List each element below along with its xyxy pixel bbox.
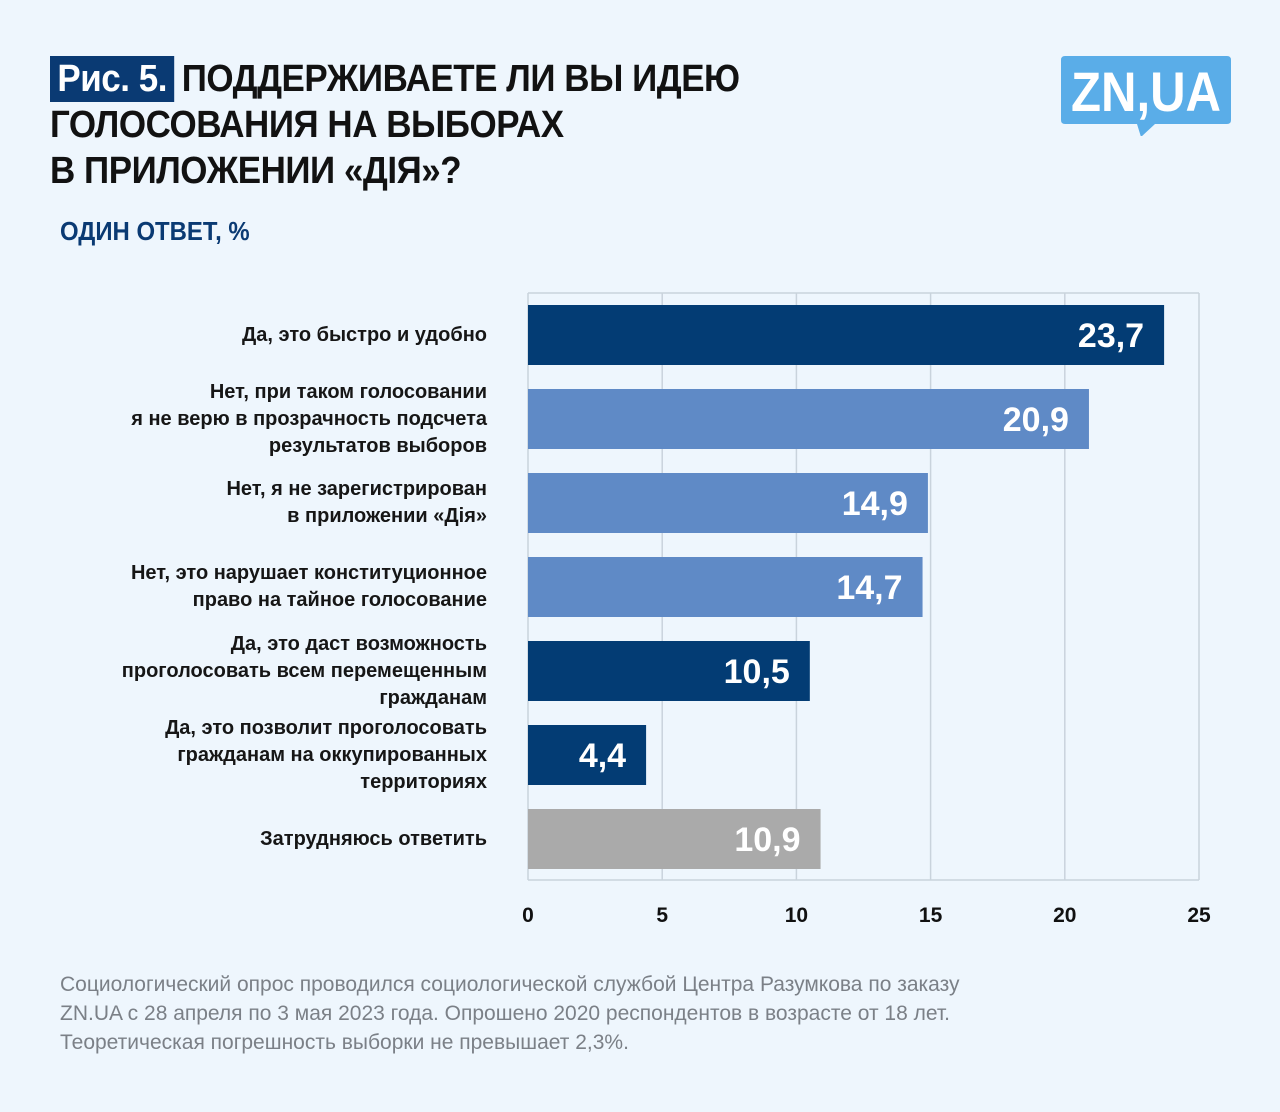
chart-subtitle: ОДИН ОТВЕТ, % — [60, 216, 250, 246]
title-line-2: ГОЛОСОВАНИЯ НА ВЫБОРАХ — [50, 104, 564, 146]
bar-chart: 23,7 20,9 14,9 14,7 10,5 4,4 10,9 0 5 10 15 20 25 — [522, 292, 1211, 927]
footer-line-1: Социологический опрос проводился социоло… — [60, 973, 960, 996]
bar-value-label: 4,4 — [579, 737, 626, 775]
category-label-line: гражданам на оккупированных — [177, 743, 487, 766]
bar — [528, 641, 810, 701]
category-label-line: Нет, я не зарегистрирован — [226, 478, 487, 500]
category-label-line: право на тайное голосование — [192, 589, 487, 611]
x-tick-label: 15 — [919, 904, 943, 927]
bars: 23,7 20,9 14,9 14,7 10,5 4,4 10,9 — [528, 305, 1165, 869]
bar — [528, 473, 928, 533]
category-label-line: Нет, при таком голосовании — [209, 380, 487, 403]
category-label: Нет, я не зарегистрирован в приложении «Д… — [27, 461, 487, 545]
category-label-line: Да, это позволит проголосовать — [165, 716, 487, 739]
title-text-1: ПОДДЕРЖИВАЕТЕ ЛИ ВЫ ИДЕЮ — [181, 58, 740, 100]
bar — [528, 809, 821, 869]
category-label: Нет, при таком голосовании я не верю в пр… — [27, 377, 487, 461]
bar-value-label: 10,9 — [734, 821, 800, 859]
footer-line-3: Теоретическая погрешность выборки не пре… — [60, 1031, 629, 1054]
x-tick-label: 25 — [1187, 904, 1211, 927]
x-tick-label: 20 — [1053, 904, 1076, 927]
category-label-line: Нет, это нарушает конституционное — [130, 562, 487, 584]
logo-text: ZN,UA — [1071, 60, 1221, 123]
category-label: Да, это даст возможность проголосовать вс… — [27, 629, 487, 713]
category-label: Затрудняюсь ответить — [27, 797, 487, 881]
x-axis-ticks: 0 5 10 15 20 25 — [522, 904, 1211, 927]
category-label: Нет, это нарушает конституционное право н… — [27, 545, 487, 629]
bar-value-label: 20,9 — [1003, 401, 1069, 439]
category-label-line: я не верю в прозрачность подсчета — [131, 407, 487, 430]
footer-note: Социологический опрос проводился социоло… — [60, 970, 1200, 1057]
footer-line-2: ZN.UA с 28 апреля по 3 мая 2023 года. Оп… — [60, 1002, 950, 1025]
category-label-line: Затрудняюсь ответить — [260, 827, 487, 850]
title-line-1: Рис. 5. ПОДДЕРЖИВАЕТЕ ЛИ ВЫ ИДЕЮ — [50, 56, 878, 102]
category-label-line: в приложении «Дія» — [287, 505, 487, 527]
title-line-3: В ПРИЛОЖЕНИИ «ДІЯ»? — [50, 150, 462, 192]
bar — [528, 389, 1089, 449]
x-tick-label: 0 — [522, 904, 534, 927]
bar-value-label: 14,9 — [842, 485, 908, 523]
bar — [528, 725, 647, 785]
zn-ua-logo: ZN,UA — [1061, 56, 1231, 136]
category-label-line: результатов выборов — [268, 434, 487, 457]
x-tick-label: 10 — [785, 904, 808, 927]
category-label-line: территориях — [360, 770, 487, 793]
bar — [528, 305, 1165, 365]
bar — [528, 557, 923, 617]
category-label-line: проголосовать всем перемещенным — [121, 659, 487, 682]
category-label: Да, это позволит проголосовать гражданам … — [27, 713, 487, 797]
chart-title: Рис. 5. ПОДДЕРЖИВАЕТЕ ЛИ ВЫ ИДЕЮ ГОЛОСОВА… — [50, 56, 878, 194]
bar-value-label: 23,7 — [1078, 317, 1144, 355]
bar-value-label: 14,7 — [836, 569, 902, 607]
bar-value-label: 10,5 — [724, 653, 790, 691]
category-label: Да, это быстро и удобно — [27, 293, 487, 377]
category-label-line: гражданам — [379, 686, 487, 709]
category-label-line: Да, это быстро и удобно — [242, 323, 487, 346]
logo-speech-bubble — [1061, 56, 1231, 136]
figure-badge: Рис. 5. — [50, 56, 175, 102]
category-label-line: Да, это даст возможность — [230, 632, 487, 655]
x-tick-label: 5 — [656, 904, 668, 927]
